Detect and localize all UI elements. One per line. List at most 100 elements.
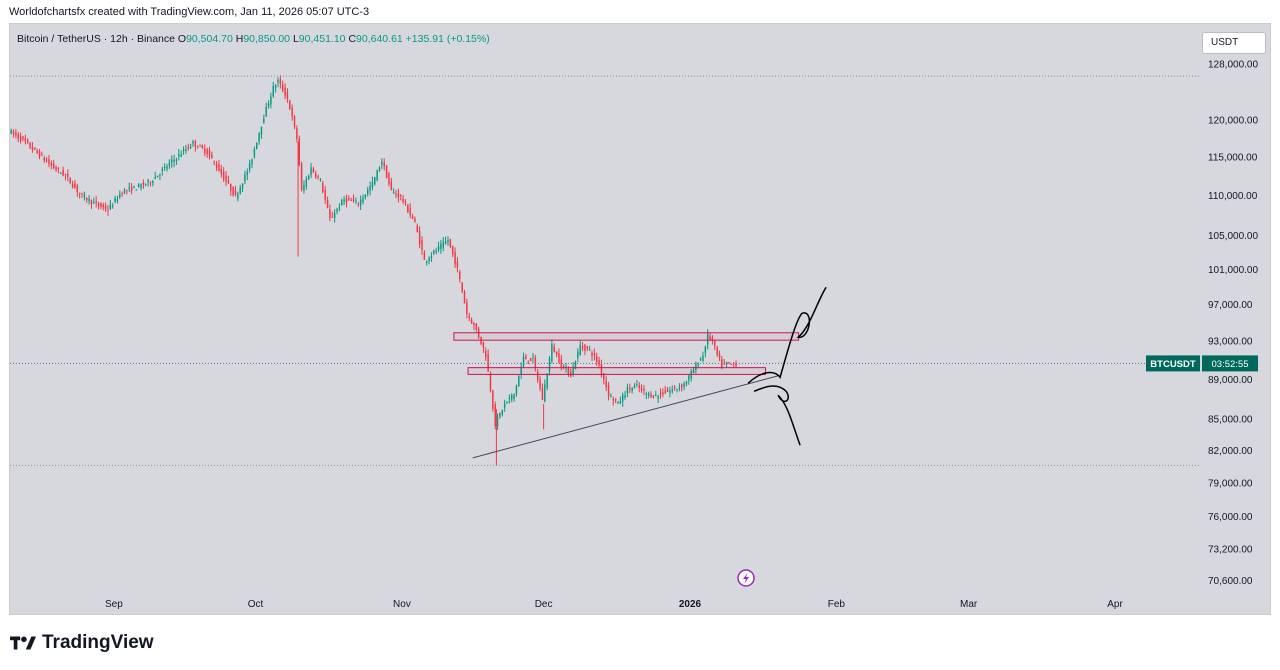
y-tick-label: 97,000.00 (1208, 300, 1253, 311)
candle-body (607, 385, 610, 397)
candle-body (50, 163, 53, 166)
candle-body (381, 161, 383, 165)
bullish-scenario-sketch[interactable] (747, 286, 827, 384)
ascending-trendline[interactable] (472, 374, 780, 459)
legend-close-label: C (348, 33, 357, 45)
candle-body (237, 194, 239, 199)
candle-body (600, 364, 603, 374)
price-chart[interactable]: 128,000.00 120,000.00 115,000.00 110,000.00… (10, 24, 1272, 616)
candle-body (111, 205, 114, 207)
chart-legend: Bitcoin / TetherUS · 12h · Binance O90,5… (17, 33, 490, 45)
candle-body (673, 387, 676, 389)
candle-body (723, 363, 725, 365)
candle-body (714, 340, 716, 346)
candle-body (669, 390, 671, 393)
candle-body (246, 171, 249, 176)
candle-body (440, 243, 442, 249)
candle-body (364, 194, 367, 198)
x-tick-label: Apr (1107, 599, 1123, 610)
candle-body (400, 194, 402, 196)
support-zone[interactable] (467, 367, 767, 375)
candle-body (374, 177, 376, 185)
candle-body (324, 190, 326, 200)
candle-body (605, 380, 607, 388)
candle-body (407, 204, 409, 213)
candle-body (383, 163, 385, 167)
candle-body (522, 356, 525, 367)
x-tick-label: Oct (248, 599, 264, 610)
candle-body (416, 225, 419, 232)
candle-body (527, 360, 529, 362)
candle-body (267, 103, 270, 107)
candle-body (256, 142, 258, 150)
y-tick-label: 93,000.00 (1208, 337, 1253, 348)
candle-body (322, 183, 324, 193)
candle-body (135, 189, 138, 191)
candle-body (26, 140, 29, 143)
x-tick-label: Dec (535, 599, 553, 610)
candle-body (520, 366, 522, 375)
candle-body (291, 107, 293, 117)
candle-body (289, 100, 291, 110)
candle-body (258, 133, 260, 142)
y-tick-label: 85,000.00 (1208, 415, 1253, 426)
candle-body (331, 216, 334, 218)
candle-body (227, 180, 230, 184)
candle-body (631, 387, 633, 391)
candle-body (24, 138, 27, 142)
candle-body (529, 358, 532, 362)
candle-body (633, 385, 636, 389)
candle-body (29, 142, 31, 148)
candle-body (548, 358, 551, 372)
candle-body (454, 252, 456, 265)
bearish-scenario-sketch[interactable] (753, 385, 801, 446)
candle-body (366, 189, 369, 194)
candle-body (466, 302, 468, 314)
candle-body (178, 154, 180, 157)
y-tick-label: 70,600.00 (1208, 576, 1253, 587)
candle-body (185, 149, 187, 152)
candle-body (447, 240, 449, 243)
candle-body (692, 369, 695, 374)
candle-body (732, 362, 735, 364)
currency-button[interactable]: USDT (1202, 32, 1266, 54)
candle-body (137, 184, 140, 187)
resistance-zone[interactable] (453, 332, 800, 341)
candle-body (319, 179, 322, 181)
candle-body (142, 182, 145, 185)
legend-symbol: Bitcoin / TetherUS · 12h · Binance (17, 33, 175, 45)
candle-body (145, 183, 147, 185)
candle-body (218, 164, 220, 172)
candle-body (546, 373, 548, 388)
candle-body (36, 150, 38, 153)
y-tick-label: 73,200.00 (1208, 544, 1253, 555)
candle-body (187, 147, 189, 149)
candle-body (617, 401, 619, 404)
candle-body (326, 200, 329, 208)
y-tick-label: 79,000.00 (1208, 478, 1253, 489)
candle-body (619, 401, 622, 404)
price-tag-symbol: BTCUSDT (1150, 359, 1196, 370)
candle-body (411, 216, 414, 220)
chart-frame[interactable]: 128,000.00 120,000.00 115,000.00 110,000.00… (9, 23, 1271, 615)
candle-body (284, 87, 286, 96)
candle-body (567, 367, 570, 375)
candle-body (274, 85, 277, 89)
candle-body (90, 200, 93, 205)
candle-body (461, 282, 463, 292)
price-tag-countdown-bg (1202, 355, 1258, 372)
candle-body (260, 126, 263, 135)
candle-body (482, 341, 485, 349)
candle-body (676, 388, 678, 390)
candle-body (180, 154, 182, 157)
candle-body (369, 186, 371, 191)
candle-body (31, 146, 34, 150)
candle-body (147, 179, 149, 182)
candle-body (119, 194, 121, 198)
tradingview-logo-icon (10, 636, 36, 650)
candle-body (638, 385, 640, 388)
candle-body (492, 390, 494, 409)
candle-body (102, 204, 104, 208)
candle-body (168, 162, 171, 166)
candle-body (506, 401, 508, 403)
